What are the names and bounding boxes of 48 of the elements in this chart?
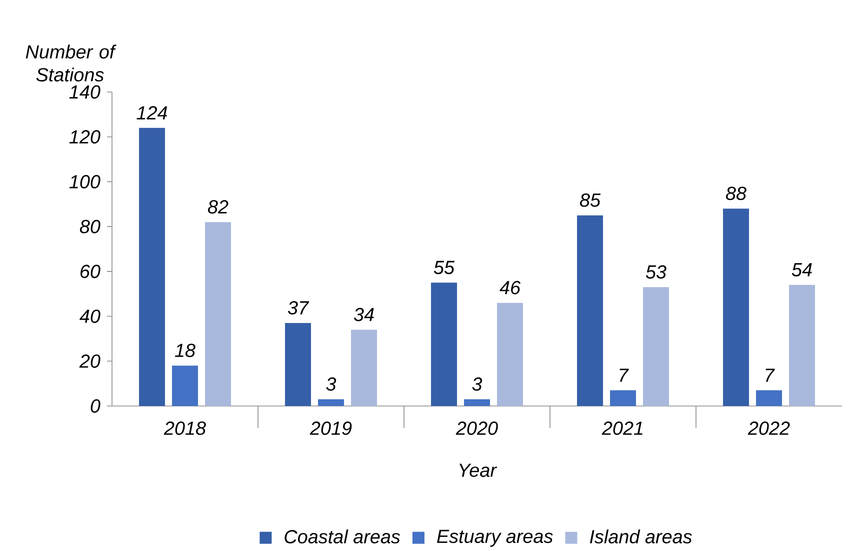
- data-label: 46: [500, 280, 521, 294]
- bar: [285, 323, 311, 406]
- x-tick-label: 2018: [164, 422, 206, 435]
- legend-label: Estuary areas: [437, 530, 553, 547]
- data-label: 7: [766, 368, 775, 382]
- data-label: 3: [472, 377, 482, 391]
- y-tick-label: 20: [79, 354, 100, 368]
- bar: [723, 208, 750, 406]
- y-tick-label: 100: [69, 175, 100, 188]
- bar: [139, 128, 165, 406]
- data-label: 37: [288, 301, 310, 315]
- data-label: 124: [136, 106, 168, 120]
- data-label: 3: [326, 377, 336, 391]
- y-tick-label: 60: [80, 264, 100, 278]
- bar: [205, 222, 231, 406]
- data-label: 7: [620, 368, 629, 382]
- data-label: 18: [174, 344, 196, 358]
- data-label: 34: [354, 308, 374, 322]
- x-tick-label: 2020: [456, 422, 498, 435]
- bar: [464, 399, 490, 406]
- bar: [643, 287, 670, 406]
- bar: [610, 390, 636, 406]
- data-label: 85: [580, 193, 601, 207]
- legend-label: Island areas: [590, 530, 692, 544]
- x-tick-label: 2021: [602, 422, 642, 435]
- bar: [577, 215, 604, 406]
- data-label: 53: [646, 265, 666, 279]
- y-tick-label: 40: [80, 310, 100, 323]
- legend-label: Coastal areas: [284, 530, 400, 544]
- bar: [497, 302, 524, 406]
- data-label: 54: [792, 263, 812, 276]
- x-axis-title: Year: [460, 464, 498, 477]
- y-tick-label: 120: [69, 130, 100, 144]
- bar: [351, 330, 378, 406]
- bar: [318, 399, 344, 406]
- data-label: 88: [726, 186, 746, 200]
- y-axis-title: Number of Stations: [26, 44, 116, 82]
- data-label: 55: [434, 260, 455, 274]
- y-tick-label: 0: [90, 399, 100, 413]
- bar: [431, 282, 458, 406]
- y-tick-label: 140: [69, 85, 100, 99]
- bar: [756, 390, 782, 406]
- x-tick-label: 2019: [310, 422, 352, 435]
- x-tick-label: 2022: [748, 422, 790, 435]
- data-label: 82: [208, 200, 228, 214]
- bar: [172, 366, 198, 406]
- y-tick-label: 80: [80, 220, 100, 234]
- bar: [789, 284, 816, 406]
